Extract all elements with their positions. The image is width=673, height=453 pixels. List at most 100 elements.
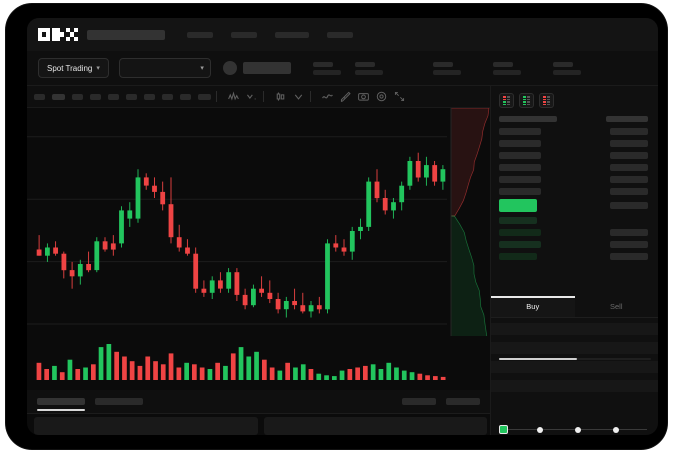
- orderbook-ask-row[interactable]: [499, 175, 648, 183]
- amount-field[interactable]: [491, 361, 658, 373]
- orderbook-bid-row[interactable]: [499, 252, 648, 260]
- tab-sell-label: Sell: [609, 302, 623, 311]
- toolbar-divider: [310, 91, 311, 102]
- volume-chart-canvas: [36, 344, 446, 380]
- tab-open-orders[interactable]: [37, 398, 85, 411]
- orderbook-view-modes: [491, 86, 658, 108]
- orderbook-bid-row[interactable]: [499, 228, 648, 236]
- orders-content-panels: [27, 414, 490, 435]
- tab-sell[interactable]: Sell: [575, 296, 659, 317]
- stat-3-label: [432, 61, 453, 67]
- timeframe-10[interactable]: [198, 93, 211, 100]
- slider-handle[interactable]: [499, 425, 508, 434]
- chevron-down-icon: ▾: [96, 65, 100, 72]
- bottom-panel-right[interactable]: [263, 417, 487, 435]
- stat-5-value: [552, 69, 581, 75]
- fullscreen-icon[interactable]: [393, 90, 406, 103]
- nav-item-4-placeholder[interactable]: [327, 31, 353, 38]
- stat-1-label: [312, 61, 333, 67]
- okx-logo-icon[interactable]: [38, 28, 78, 42]
- candlestick-chart-canvas: [27, 108, 490, 348]
- nav-search-placeholder[interactable]: [87, 29, 165, 40]
- stat-1-value: [312, 69, 341, 75]
- drawing-tools-icon[interactable]: [339, 90, 352, 103]
- last-price-placeholder: [242, 62, 291, 74]
- order-type-field[interactable]: [491, 323, 658, 335]
- amount-percent-slider[interactable]: [499, 425, 651, 435]
- pair-header-bar: Spot Trading ▾ ▾: [27, 51, 658, 86]
- price-field[interactable]: [491, 342, 658, 354]
- stat-2-label: [354, 61, 375, 67]
- candlestick-chart[interactable]: [27, 108, 490, 348]
- trading-mode-selector[interactable]: Spot Trading ▾: [38, 58, 109, 78]
- orderbook-col-amount: [606, 116, 648, 122]
- timeframe-9[interactable]: [180, 93, 191, 100]
- orderbook-bid-row[interactable]: [499, 216, 648, 224]
- orderbook-mode-bids-icon[interactable]: [519, 93, 534, 108]
- trading-mode-label: Spot Trading: [47, 63, 93, 73]
- stat-1: [312, 61, 341, 75]
- orderbook-header: [491, 108, 658, 122]
- stat-2: [354, 61, 383, 75]
- tab-action-2[interactable]: [446, 398, 480, 405]
- chart-settings-gear-icon[interactable]: [375, 90, 388, 103]
- timeframe-3[interactable]: [72, 93, 83, 100]
- chart-type-chevron-down-icon[interactable]: [292, 90, 305, 103]
- tab-buy[interactable]: Buy: [491, 296, 575, 317]
- orderbook-rows[interactable]: [491, 122, 658, 260]
- timeframe-5[interactable]: [108, 93, 119, 100]
- favorite-circle-icon[interactable]: [222, 61, 237, 75]
- timeframe-1[interactable]: [34, 93, 45, 100]
- tab-action-1[interactable]: [402, 398, 436, 405]
- toolbar-divider: [263, 91, 264, 102]
- slider-mark-50[interactable]: [575, 426, 581, 433]
- orderbook-bid-row[interactable]: [499, 240, 648, 248]
- orderbook-scrollbar[interactable]: [499, 358, 651, 360]
- chevron-down-icon: ▾: [200, 65, 204, 72]
- indicators-chevron-down-icon[interactable]: [245, 90, 258, 103]
- stat-2-value: [354, 69, 383, 75]
- chart-type-icon[interactable]: [274, 90, 287, 103]
- orderbook-mode-asks-icon[interactable]: [539, 93, 554, 108]
- chart-toolbar: [27, 86, 490, 108]
- total-field[interactable]: [491, 380, 658, 392]
- volume-chart: [27, 336, 490, 388]
- orderbook-ask-row[interactable]: [499, 127, 648, 135]
- trade-order-form: [491, 323, 658, 399]
- slider-mark-75[interactable]: [613, 426, 619, 433]
- indicators-icon[interactable]: [227, 90, 240, 103]
- current-price-highlight: [499, 199, 537, 212]
- timeframe-7[interactable]: [144, 93, 155, 100]
- stat-3: [432, 61, 461, 75]
- timeframe-4[interactable]: [90, 93, 101, 100]
- screenshot-camera-icon[interactable]: [357, 90, 370, 103]
- nav-item-2-placeholder[interactable]: [231, 31, 257, 38]
- trade-side-tabs: Buy Sell: [491, 296, 658, 318]
- orderbook-current-price-row[interactable]: [499, 199, 648, 212]
- slider-mark-25[interactable]: [537, 426, 543, 433]
- timeframe-8[interactable]: [162, 93, 173, 100]
- orderbook-ask-row[interactable]: [499, 187, 648, 195]
- orderbook-and-trade-panel: Buy Sell: [490, 86, 658, 435]
- stat-5: [552, 61, 581, 75]
- scrollbar-thumb[interactable]: [499, 358, 577, 360]
- tab-order-history[interactable]: [95, 398, 143, 405]
- orderbook-mode-both-icon[interactable]: [499, 93, 514, 108]
- nav-item-3-placeholder[interactable]: [275, 31, 309, 38]
- stat-5-label: [552, 61, 573, 67]
- orders-tab-bar: [27, 390, 490, 414]
- device-frame: Spot Trading ▾ ▾: [6, 4, 667, 449]
- orderbook-ask-row[interactable]: [499, 163, 648, 171]
- stat-4-label: [492, 61, 513, 67]
- stat-4: [492, 61, 521, 75]
- line-chart-icon[interactable]: [321, 90, 334, 103]
- orderbook-ask-row[interactable]: [499, 139, 648, 147]
- timeframe-6[interactable]: [126, 93, 137, 100]
- orderbook-ask-row[interactable]: [499, 151, 648, 159]
- orderbook-col-price: [499, 116, 557, 122]
- bottom-panel-left[interactable]: [34, 417, 258, 435]
- app-screen: Spot Trading ▾ ▾: [27, 18, 658, 435]
- timeframe-2[interactable]: [52, 93, 65, 100]
- nav-item-1-placeholder[interactable]: [187, 31, 213, 38]
- trading-pair-select[interactable]: ▾: [118, 58, 211, 78]
